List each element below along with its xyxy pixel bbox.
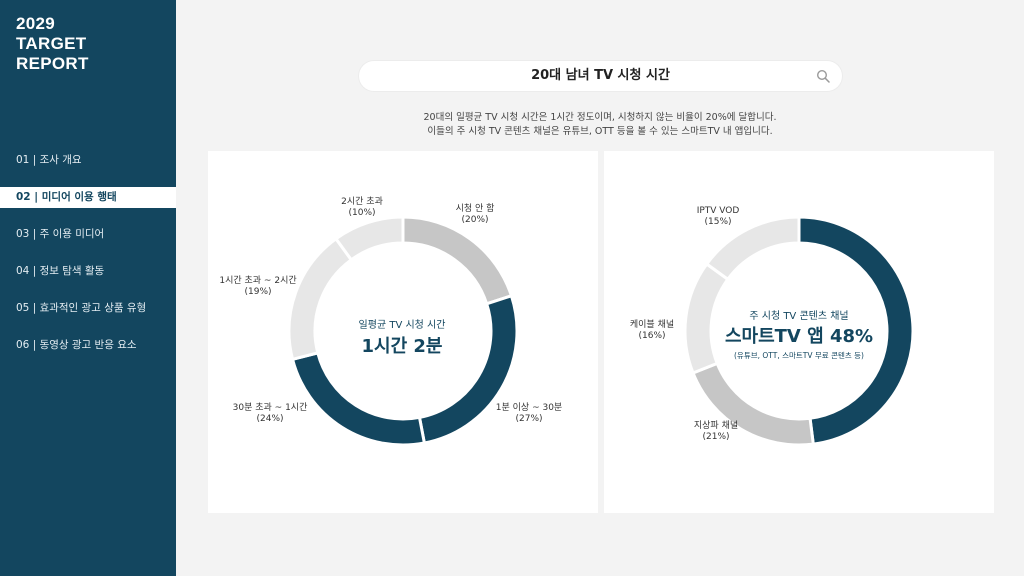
donut-slice	[290, 351, 427, 447]
donut-center: 일평균 TV 시청 시간 1시간 2분	[359, 316, 446, 358]
slice-pct: (19%)	[244, 287, 272, 297]
slice-name: 지상파 채널	[693, 421, 739, 431]
chart-card-content-channel: 지상파 채널 (21%) 케이블 채널 (16%) IPTV VOD (15%)…	[604, 151, 994, 513]
slice-name: 케이블 채널	[629, 320, 675, 330]
slice-name: 1시간 초과 ~ 2시간	[219, 276, 297, 286]
report-title-line: TARGET	[16, 34, 87, 53]
donut-slice	[333, 215, 405, 262]
report-title-line: REPORT	[16, 54, 89, 73]
search-bar[interactable]: 20대 남녀 TV 시청 시간	[359, 61, 842, 91]
slice-label: 30분 초과 ~ 1시간 (24%)	[233, 403, 308, 425]
donut-slice	[287, 236, 354, 362]
slice-name: 30분 초과 ~ 1시간	[232, 403, 308, 413]
description-line: 이들의 주 시청 TV 콘텐츠 채널은 유튜브, OTT 등을 볼 수 있는 스…	[427, 126, 773, 137]
center-value: 1시간 2분	[361, 336, 443, 357]
sidebar-item-media-usage[interactable]: 02 | 미디어 이용 행태	[0, 187, 176, 208]
slice-name: 시청 안 함	[455, 204, 495, 214]
search-icon[interactable]	[816, 69, 830, 83]
slice-label: IPTV VOD (15%)	[697, 206, 740, 228]
slice-pct: (24%)	[256, 414, 284, 424]
slice-label: 1시간 초과 ~ 2시간 (19%)	[219, 276, 296, 298]
report-title: 2029 TARGET REPORT	[16, 14, 89, 74]
slice-pct: (21%)	[702, 432, 730, 442]
slice-label: 2시간 초과 (10%)	[341, 197, 383, 219]
sidebar-item-ad-product-types[interactable]: 05 | 효과적인 광고 상품 유형	[16, 302, 147, 314]
donut-slice	[704, 215, 801, 282]
slice-pct: (20%)	[461, 215, 489, 225]
slice-name: IPTV VOD	[696, 206, 740, 216]
slice-name: 2시간 초과	[341, 197, 383, 207]
slice-pct: (15%)	[704, 217, 732, 227]
center-label: 주 시청 TV 콘텐츠 채널	[749, 311, 849, 322]
slice-name: 1분 이상 ~ 30분	[495, 403, 563, 413]
slice-pct: (16%)	[638, 331, 666, 341]
sidebar-item-info-search[interactable]: 04 | 정보 탐색 활동	[16, 265, 105, 277]
slice-label: 지상파 채널 (21%)	[694, 421, 738, 443]
donut-slice	[683, 261, 730, 375]
slice-pct: (10%)	[348, 208, 376, 218]
donut-slice	[401, 215, 514, 306]
center-sub: (유튜브, OTT, 스마트TV 무료 콘텐츠 등)	[733, 351, 864, 360]
donut-chart-content-channel	[683, 215, 915, 447]
donut-center: 주 시청 TV 콘텐츠 채널 스마트TV 앱 48% (유튜브, OTT, 스마…	[725, 307, 873, 361]
report-title-line: 2029	[16, 14, 56, 33]
slice-label: 케이블 채널 (16%)	[630, 320, 674, 342]
description-line: 20대의 일평균 TV 시청 시간은 1시간 정도이며, 시청하지 않는 비율이…	[423, 112, 777, 123]
search-title: 20대 남녀 TV 시청 시간	[531, 68, 670, 83]
donut-chart-watch-time	[287, 215, 519, 447]
slice-pct: (27%)	[515, 414, 543, 424]
sidebar-item-main-media[interactable]: 03 | 주 이용 미디어	[16, 228, 105, 240]
slice-label: 시청 안 함 (20%)	[456, 204, 495, 226]
sidebar-nav: 01 | 조사 개요 02 | 미디어 이용 행태 03 | 주 이용 미디어 …	[0, 150, 176, 372]
sidebar-item-video-ad-factors[interactable]: 06 | 동영상 광고 반응 요소	[16, 339, 137, 351]
center-label: 일평균 TV 시청 시간	[358, 320, 446, 331]
slice-label: 1분 이상 ~ 30분 (27%)	[496, 403, 562, 425]
sidebar-item-survey-overview[interactable]: 01 | 조사 개요	[16, 154, 82, 166]
donut-slice	[797, 215, 915, 446]
sidebar: 2029 TARGET REPORT 01 | 조사 개요 02 | 미디어 이…	[0, 0, 176, 576]
chart-card-watch-time: 시청 안 함 (20%) 1분 이상 ~ 30분 (27%) 30분 초과 ~ …	[208, 151, 598, 513]
center-value: 스마트TV 앱 48%	[724, 326, 874, 347]
